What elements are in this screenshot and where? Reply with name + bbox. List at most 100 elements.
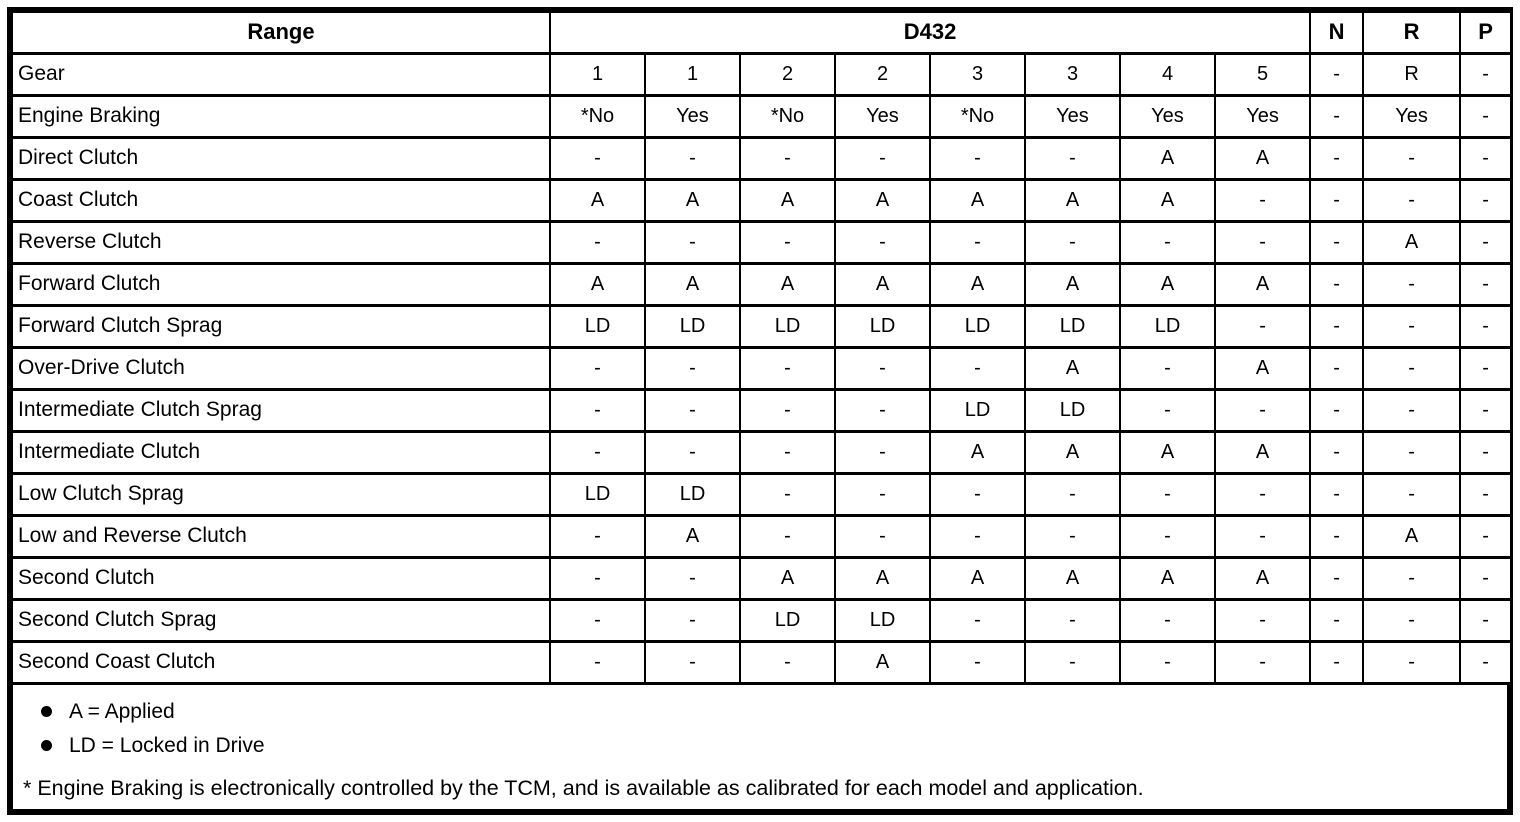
table-row: Second Coast Clutch - - - A - - - - - - - [13, 639, 1511, 685]
table-cell: 3 [929, 51, 1026, 97]
header-park: P [1459, 13, 1511, 55]
table-cell: A [1119, 135, 1216, 181]
table-cell: *No [929, 93, 1026, 139]
table-cell: R [1362, 51, 1462, 97]
table-cell: - [1309, 135, 1365, 181]
table-cell: A [834, 261, 931, 307]
table-cell: - [1309, 51, 1365, 97]
table-cell: A [1213, 429, 1312, 475]
table-cell: - [834, 429, 931, 475]
table-cell: - [834, 387, 931, 433]
table-cell: LD [739, 597, 836, 643]
table-cell: - [1119, 513, 1216, 559]
table-cell: - [1119, 639, 1216, 685]
table-cell: - [1309, 555, 1365, 601]
row-label: Over-Drive Clutch [13, 345, 551, 391]
table-cell: LD [929, 387, 1026, 433]
table-cell: - [1119, 345, 1216, 391]
header-neutral: N [1309, 13, 1365, 55]
table-cell: - [1362, 345, 1462, 391]
table-cell: - [1119, 471, 1216, 517]
table-cell: A [644, 177, 741, 223]
table-row: Low and Reverse Clutch - A - - - - - - - A - [13, 513, 1511, 559]
table-cell: - [1362, 639, 1462, 685]
table-cell: - [1459, 261, 1511, 307]
table-cell: LD [1024, 387, 1121, 433]
engine-braking-footnote: * Engine Braking is electronically contr… [23, 776, 1144, 800]
table-cell: LD [929, 303, 1026, 349]
table-cell: - [644, 597, 741, 643]
table-cell: 2 [834, 51, 931, 97]
table-cell: A [739, 555, 836, 601]
row-label: Low Clutch Sprag [13, 471, 551, 517]
table-cell: - [1459, 93, 1511, 139]
table-cell: - [1309, 471, 1365, 517]
table-cell: - [644, 555, 741, 601]
table-cell: LD [644, 471, 741, 517]
table-cell: LD [834, 303, 931, 349]
table-cell: - [549, 513, 646, 559]
table-cell: - [1213, 387, 1312, 433]
table-row: Over-Drive Clutch - - - - - A - A - - - [13, 345, 1511, 391]
legend: A = Applied LD = Locked in Drive [13, 685, 1507, 763]
table-cell: A [1362, 219, 1462, 265]
legend-item: LD = Locked in Drive [41, 729, 1507, 763]
table-cell: 2 [739, 51, 836, 97]
table-cell: - [1213, 471, 1312, 517]
application-table: Range D432 N R P Gear 1 1 2 2 3 3 4 5- R - Engine B… [13, 13, 1511, 685]
table-cell: - [549, 345, 646, 391]
table-cell: - [1213, 513, 1312, 559]
table-cell: - [549, 555, 646, 601]
table-cell: - [549, 597, 646, 643]
table-cell: - [1309, 639, 1365, 685]
table-cell: - [644, 135, 741, 181]
table-cell: - [1362, 387, 1462, 433]
table-body: Gear 1 1 2 2 3 3 4 5- R - Engine Braking *No Yes *No Ye… [13, 51, 1511, 685]
header-reverse: R [1362, 13, 1462, 55]
table-cell: - [1459, 345, 1511, 391]
table-cell: A [739, 177, 836, 223]
table-cell: - [1362, 177, 1462, 223]
table-cell: A [644, 513, 741, 559]
table-cell: - [1119, 387, 1216, 433]
table-cell: Yes [1213, 93, 1312, 139]
table-cell: - [1119, 219, 1216, 265]
table-cell: A [834, 555, 931, 601]
table-cell: - [644, 219, 741, 265]
table-row: Second Clutch - - A A A A A A - - - [13, 555, 1511, 601]
table-cell: - [1213, 177, 1312, 223]
table-cell: - [1459, 555, 1511, 601]
table-row: Forward Clutch A A A A A A A A - - - [13, 261, 1511, 307]
table-cell: Yes [834, 93, 931, 139]
table-cell: - [929, 219, 1026, 265]
table-cell: - [644, 387, 741, 433]
table-cell: Yes [1119, 93, 1216, 139]
table-cell: A [1362, 513, 1462, 559]
table-cell: A [1119, 429, 1216, 475]
table-cell: - [644, 429, 741, 475]
table-cell: - [1213, 219, 1312, 265]
table-cell: - [929, 471, 1026, 517]
table-cell: - [1213, 303, 1312, 349]
row-label: Forward Clutch Sprag [13, 303, 551, 349]
table-cell: - [739, 219, 836, 265]
legend-item-label: LD = Locked in Drive [69, 733, 265, 757]
table-cell: LD [644, 303, 741, 349]
table-cell: *No [549, 93, 646, 139]
table-cell: - [1459, 513, 1511, 559]
row-label: Second Coast Clutch [13, 639, 551, 685]
table-row: Direct Clutch - - - - - - A A - - - [13, 135, 1511, 181]
table-cell: - [1362, 555, 1462, 601]
row-label: Engine Braking [13, 93, 551, 139]
table-cell: A [1213, 345, 1312, 391]
table-cell: - [1213, 597, 1312, 643]
table-cell: LD [1119, 303, 1216, 349]
table-cell: A [1024, 261, 1121, 307]
table-cell: A [1213, 135, 1312, 181]
table-cell: - [1309, 93, 1365, 139]
table-cell: - [834, 345, 931, 391]
table-cell: - [1024, 597, 1121, 643]
table-cell: - [1024, 219, 1121, 265]
table-cell: - [739, 639, 836, 685]
table-cell: - [1362, 429, 1462, 475]
